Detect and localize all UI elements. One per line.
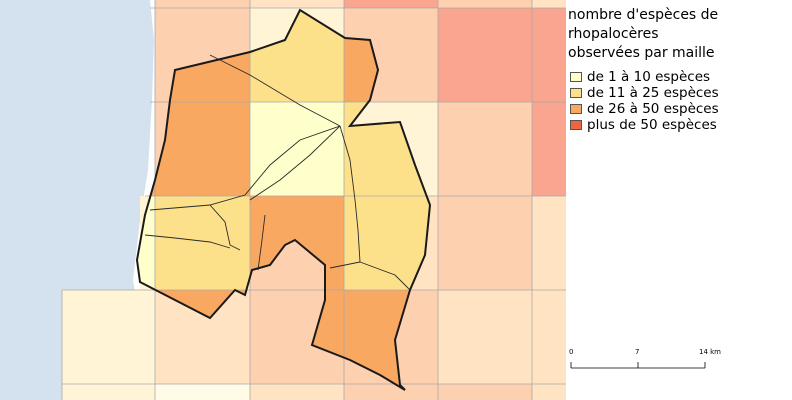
legend-label-1-10: de 1 à 10 espèces [587,69,711,85]
map-canvas[interactable] [0,0,566,400]
internal-borders [144,54,411,291]
legend-item-1-10: de 1 à 10 espèces [568,69,790,85]
scale-bar: 0 7 14 km [566,348,792,378]
legend-item-26-50: de 26 à 50 espèces [568,101,790,117]
scale-bar-line [570,362,706,369]
legend-item-11-25: de 11 à 25 espèces [568,85,790,101]
legend-label-11-25: de 11 à 25 espèces [587,85,719,101]
scale-label-14: 14 km [699,348,722,356]
scale-label-7: 7 [635,348,640,356]
legend-item-50-plus: plus de 50 espèces [568,117,790,133]
legend: nombre d'espèces de rhopalocères observé… [568,6,790,133]
legend-swatch-1-10 [570,72,582,82]
legend-title: nombre d'espèces de rhopalocères observé… [568,7,719,61]
legend-swatch-50-plus [570,120,582,130]
legend-label-26-50: de 26 à 50 espèces [587,101,719,117]
legend-label-50-plus: plus de 50 espèces [587,117,717,133]
legend-swatch-26-50 [570,104,582,114]
legend-swatch-11-25 [570,88,582,98]
scale-label-0: 0 [569,348,574,356]
study-area-boundary [135,8,432,391]
